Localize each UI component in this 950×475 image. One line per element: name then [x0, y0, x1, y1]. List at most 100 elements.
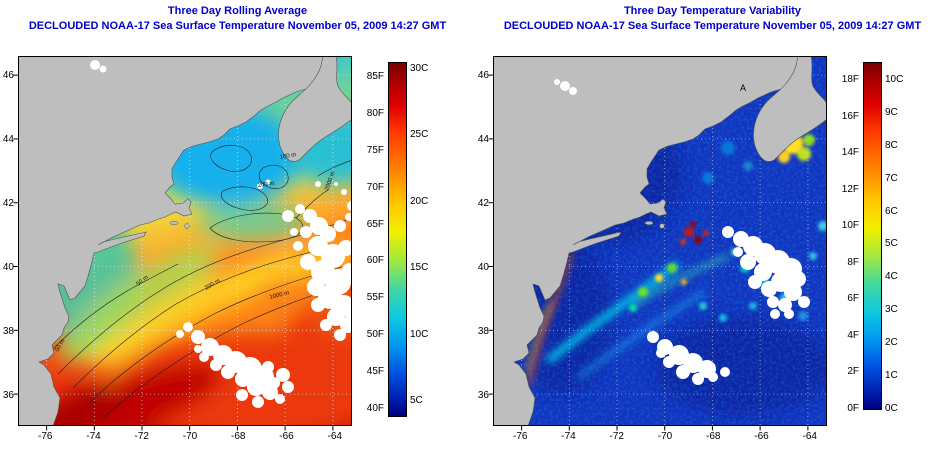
cloud-over-land: [90, 60, 107, 73]
y-tick-label: 46: [477, 70, 489, 81]
colorbar-f-label: 75F: [366, 144, 384, 156]
colorbar-f-label: 70F: [366, 181, 384, 193]
colorbar-f-label: 14F: [841, 147, 859, 159]
cloud-cover: [647, 226, 810, 385]
colorbar-f-label: 8F: [847, 256, 859, 268]
panel-subtitle: DECLOUDED NOAA-17 Sea Surface Temperatur…: [28, 20, 447, 32]
y-axis-tick-labels: 46 44 42 40 38 36: [475, 70, 489, 401]
colorbar-f-label: 60F: [366, 255, 384, 267]
colorbar-f-label: 45F: [366, 366, 384, 377]
y-tick-label: 38: [477, 326, 489, 337]
colorbar-c-label: 3C: [885, 304, 898, 316]
colorbar-c-label: 5C: [885, 238, 898, 250]
colorbar-f-label: 50F: [366, 329, 384, 341]
colorbar-c-label: 25C: [410, 129, 429, 141]
colorbar-variability: [863, 62, 882, 410]
y-tick-label: 44: [2, 134, 14, 145]
contour-label: 1000 m: [269, 290, 290, 301]
y-tick-label: 36: [477, 390, 489, 401]
map-frame: [493, 56, 827, 426]
y-tick-label: 38: [2, 326, 14, 337]
colorbar-f-label: 65F: [366, 218, 384, 230]
land-nova-scotia: [278, 56, 352, 162]
sst-average-map: 50 m 50 m 100 m 200 m 200 m 1000 m 2000 …: [13, 56, 352, 431]
variability-front-streaks: [525, 253, 729, 387]
x-tick-label: -68: [231, 431, 246, 442]
sst-variability-mapbox: A: [488, 56, 827, 431]
colorbar-c-label: 6C: [885, 205, 898, 217]
colorbar-f-label: 12F: [841, 183, 859, 195]
colorbar-c-label: 1C: [885, 370, 898, 382]
colorbar-f-label: 2F: [847, 366, 859, 378]
x-tick-label: -64: [327, 431, 342, 442]
colorbar-fahrenheit-labels: 18F 16F 14F 12F 10F 8F 6F 4F 2F 0F: [825, 74, 859, 414]
colorbar-f-label: 55F: [366, 292, 384, 304]
colorbar-c-label: 9C: [885, 106, 898, 118]
y-tick-label: 40: [477, 262, 489, 273]
land-nova-scotia: [753, 56, 827, 162]
x-tick-label: -76: [513, 431, 528, 442]
sst-variability-map: A: [488, 56, 827, 431]
y-tick-label: 42: [477, 198, 489, 209]
contour-label: 200 m: [257, 181, 274, 189]
x-tick-label: -70: [657, 431, 673, 442]
colorbar-f-label: 10F: [841, 220, 859, 232]
colorbar-c-label: 15C: [410, 262, 429, 274]
axis-ticks: [13, 74, 334, 431]
y-tick-label: 46: [2, 70, 14, 81]
y-axis-tick-labels: 46 44 42 40 38 36: [0, 70, 14, 401]
map-annotation: A: [740, 83, 746, 93]
colorbar-c-label: 20C: [410, 195, 429, 207]
colorbar-fahrenheit-labels: 85F 80F 75F 70F 65F 60F 55F 50F 45F 40F: [350, 71, 384, 414]
panel-title: Three Day Temperature Variability: [623, 5, 802, 17]
colorbar-f-label: 6F: [847, 293, 859, 305]
y-tick-label: 44: [477, 134, 489, 145]
x-axis-tick-labels: -76 -74 -72 -70 -68 -66 -64: [38, 431, 342, 442]
y-tick-label: 42: [2, 198, 14, 209]
cloud-over-land: [554, 79, 577, 95]
colorbar-c-label: 10C: [410, 328, 429, 340]
panel-subtitle: DECLOUDED NOAA-17 Sea Surface Temperatur…: [503, 20, 922, 32]
x-tick-label: -64: [802, 431, 817, 442]
colorbar-c-label: 0C: [885, 402, 898, 414]
colorbar-c-label: 8C: [885, 139, 898, 151]
land-island: [659, 223, 665, 229]
x-tick-label: -72: [609, 431, 624, 442]
panel-title: Three Day Rolling Average: [167, 5, 308, 17]
map-frame: [18, 56, 352, 426]
colorbar-c-label: 5C: [410, 394, 423, 406]
x-tick-label: -74: [86, 431, 101, 442]
contour-label: 100 m: [279, 152, 296, 161]
colorbar-f-label: 80F: [366, 107, 384, 119]
x-tick-label: -68: [706, 431, 721, 442]
land-island: [169, 220, 179, 226]
colorbar-c-label: 2C: [885, 337, 898, 349]
colorbar-c-label: 30C: [410, 63, 429, 74]
variability-hotspots: [629, 134, 827, 322]
land-mainland: [493, 56, 800, 426]
sst-average-mapbox: 50 m 50 m 100 m 200 m 200 m 1000 m 2000 …: [13, 56, 352, 431]
axis-ticks: [488, 74, 809, 431]
x-tick-label: -66: [754, 431, 769, 442]
y-tick-label: 36: [2, 390, 14, 401]
panel-sst-variability: Three Day Temperature Variability DECLOU…: [475, 0, 950, 475]
colorbar-f-label: 40F: [366, 402, 384, 414]
x-tick-label: -74: [561, 431, 576, 442]
colorbar-f-label: 4F: [847, 329, 859, 341]
contour-label: 50 m: [55, 338, 67, 353]
x-tick-label: -76: [38, 431, 53, 442]
colorbar-sst: [388, 62, 407, 417]
colorbar-celsius-labels: 10C 9C 8C 7C 6C 5C 4C 3C 2C 1C 0C: [885, 74, 917, 414]
colorbar-c-label: 7C: [885, 172, 898, 184]
land-island: [184, 223, 190, 229]
colorbar-c-label: 10C: [885, 74, 904, 85]
x-tick-label: -66: [279, 431, 294, 442]
colorbar-celsius-labels: 30C 25C 20C 15C 10C 5C: [410, 63, 442, 406]
land-island: [644, 220, 654, 226]
x-tick-label: -72: [134, 431, 149, 442]
land-mainland: [18, 56, 325, 426]
colorbar-f-label: 85F: [366, 71, 384, 82]
x-tick-label: -70: [182, 431, 198, 442]
y-tick-label: 40: [2, 262, 14, 273]
